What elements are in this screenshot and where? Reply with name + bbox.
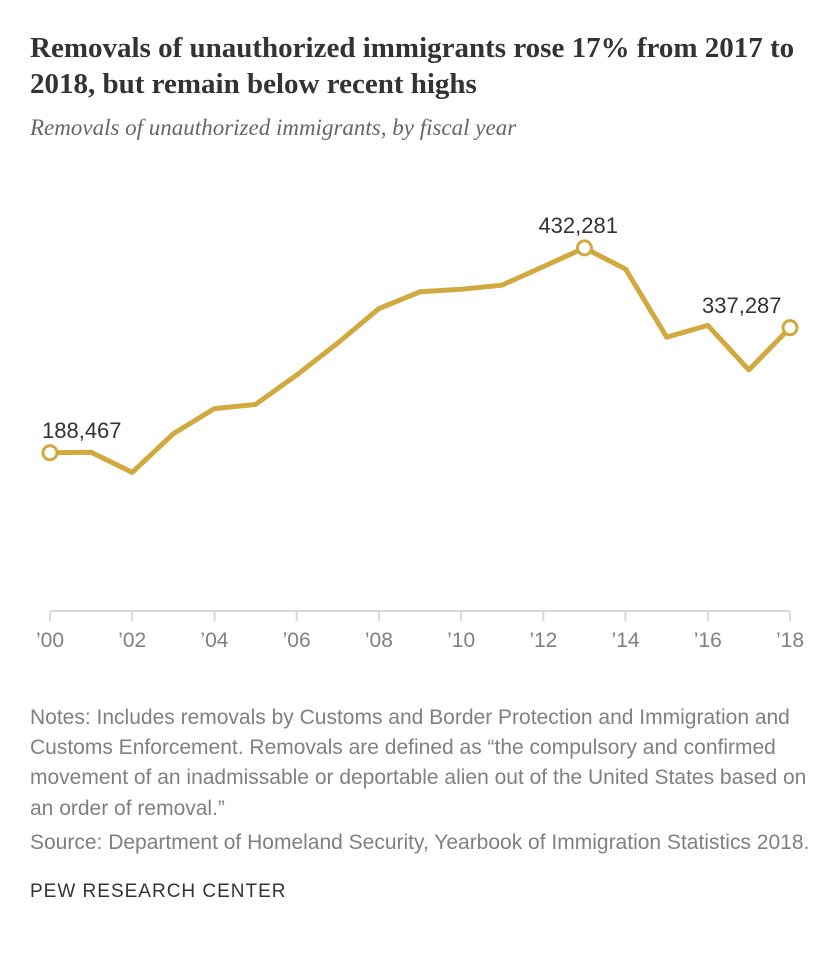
chart-notes: Notes: Includes removals by Customs and …	[30, 703, 810, 825]
data-point-label: 337,287	[702, 293, 782, 319]
chart-source: Source: Department of Homeland Security,…	[30, 828, 810, 858]
data-point-marker	[783, 320, 797, 334]
x-tick-label: ’12	[529, 629, 557, 652]
data-point-marker	[43, 445, 57, 459]
data-point-label: 188,467	[42, 418, 122, 444]
data-point-label: 432,281	[538, 213, 618, 239]
x-tick-label: ’08	[365, 629, 393, 652]
x-tick-label: ’02	[118, 629, 146, 652]
x-tick-label: ’18	[776, 629, 804, 652]
chart-subtitle: Removals of unauthorized immigrants, by …	[30, 115, 810, 141]
x-tick-label: ’16	[694, 629, 722, 652]
x-tick-label: ’00	[36, 629, 64, 652]
data-point-marker	[577, 240, 591, 254]
chart-container: ’00 ’02 ’04 ’06 ’08 ’10 ’12 ’14 ’16 ’18 188,467 43…	[30, 161, 810, 681]
chart-title: Removals of unauthorized immigrants rose…	[30, 30, 810, 103]
line-chart-svg: ’00 ’02 ’04 ’06 ’08 ’10 ’12 ’14 ’16 ’18	[30, 161, 810, 681]
data-line	[50, 247, 790, 472]
x-tick-label: ’14	[612, 629, 640, 652]
publisher-footer: PEW RESEARCH CENTER	[30, 881, 810, 903]
x-tick-label: ’06	[283, 629, 311, 652]
x-tick-label: ’10	[447, 629, 475, 652]
x-tick-label: ’04	[200, 629, 228, 652]
